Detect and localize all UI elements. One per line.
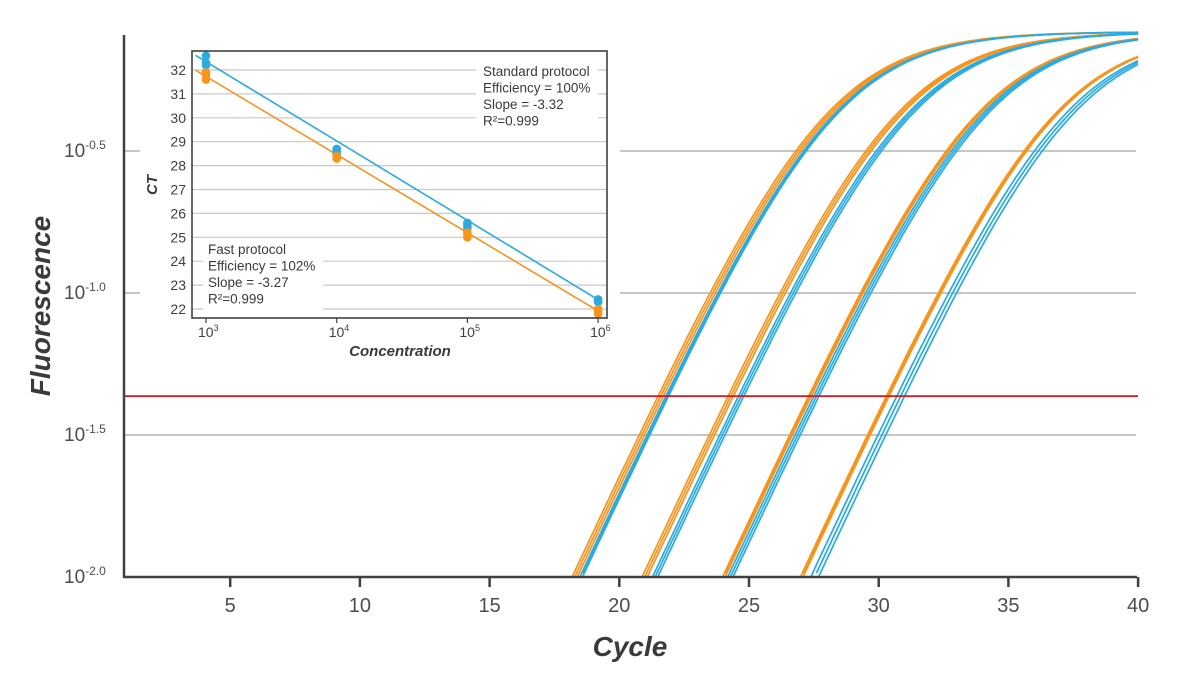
inset-x-tick-label: 106: [590, 323, 611, 340]
inset-data-point: [332, 151, 342, 161]
inset-data-point: [593, 307, 603, 316]
y-tick-label: 10-1.0: [64, 280, 106, 304]
x-tick-label: 35: [997, 595, 1019, 617]
inset-annotation-line: Slope = -3.32: [483, 97, 564, 112]
amplification-curve: [815, 61, 1139, 574]
inset-x-tick-base: 10: [198, 324, 214, 340]
inset-y-tick-label: 29: [170, 134, 186, 150]
amplification-curve: [818, 63, 1139, 577]
amplification-curve: [727, 38, 1139, 577]
inset-annotation-line: Fast protocol: [208, 242, 286, 257]
amplification-curve: [724, 37, 1139, 577]
fast-annotation-box: [203, 238, 323, 310]
inset-x-tick-base: 10: [459, 324, 475, 340]
inset-data-point: [463, 230, 472, 240]
inset-x-tick-label: 103: [198, 323, 219, 340]
inset-x-tick-base: 10: [329, 324, 345, 340]
standard-annotation-box: [476, 60, 598, 132]
inset-fit-line: [195, 54, 599, 301]
x-tick-label: 10: [349, 595, 371, 617]
y-tick-exponent: -2.0: [85, 564, 106, 578]
inset-x-tick-exponent: 6: [606, 323, 611, 333]
amplification-curve: [802, 56, 1139, 577]
inset-y-tick-label: 25: [170, 229, 186, 245]
inset-x-tick-exponent: 5: [475, 323, 480, 333]
x-tick-label: 5: [225, 595, 236, 617]
y-tick-exponent: -1.5: [85, 422, 106, 436]
inset-y-tick-label: 30: [170, 110, 186, 126]
amplification-curve: [730, 38, 1139, 577]
y-tick-exponent: -1.0: [85, 280, 106, 294]
y-tick-base: 10: [64, 425, 85, 446]
inset-annotation-line: Slope = -3.27: [208, 275, 289, 290]
inset-y-tick-label: 22: [170, 301, 186, 317]
inset-annotation-line: Standard protocol: [483, 64, 590, 79]
amplification-curve: [802, 56, 1139, 574]
inset-annotation-line: Efficiency = 100%: [483, 81, 590, 96]
inset-data-point: [201, 60, 211, 70]
amplification-curve: [732, 38, 1139, 577]
inset-x-tick-label: 104: [329, 323, 350, 340]
inset-annotation-line: R²=0.999: [208, 292, 264, 307]
x-tick-label: 30: [868, 595, 890, 617]
inset-y-tick-label: 32: [170, 62, 186, 78]
amplification-curve: [582, 31, 1139, 577]
x-tick-label: 40: [1127, 595, 1149, 617]
y-axis-title: Fluorescence: [25, 216, 56, 397]
amplification-curve: [810, 59, 1139, 577]
inset-y-axis-title: CT: [144, 173, 161, 195]
y-tick-base: 10: [64, 141, 85, 162]
inset-x-tick-label: 105: [459, 323, 480, 340]
amplification-curve: [657, 33, 1139, 577]
inset-y-tick-label: 24: [170, 253, 186, 269]
inset-fit-line: [195, 69, 599, 312]
x-tick-label: 25: [738, 595, 760, 617]
inset-annotation-line: R²=0.999: [483, 114, 539, 129]
inset-y-tick-label: 26: [170, 205, 186, 221]
y-tick-base: 10: [64, 567, 85, 588]
inset-data-point: [201, 51, 211, 60]
x-axis-title: Cycle: [593, 631, 668, 662]
inset-y-tick-label: 27: [170, 182, 186, 198]
inset-data-point: [201, 75, 211, 84]
inset-y-tick-label: 28: [170, 158, 186, 174]
inset-y-tick-label: 31: [170, 86, 186, 102]
y-tick-exponent: -0.5: [85, 138, 106, 152]
inset-x-tick-exponent: 4: [344, 323, 349, 333]
inset-frame: [191, 50, 608, 319]
inset-annotation-line: Efficiency = 102%: [208, 259, 315, 274]
x-tick-label: 20: [608, 595, 630, 617]
inset-y-tick-label: 23: [170, 277, 186, 293]
y-tick-label: 10-1.5: [64, 422, 106, 446]
inset-x-tick-base: 10: [590, 324, 606, 340]
x-tick-label: 15: [478, 595, 500, 617]
inset-x-tick-exponent: 3: [214, 323, 219, 333]
y-tick-label: 10-0.5: [64, 138, 106, 162]
y-tick-base: 10: [64, 283, 85, 304]
inset-x-axis-title: Concentration: [349, 343, 451, 360]
inset-data-point: [593, 297, 603, 307]
y-tick-label: 10-2.0: [64, 564, 106, 588]
